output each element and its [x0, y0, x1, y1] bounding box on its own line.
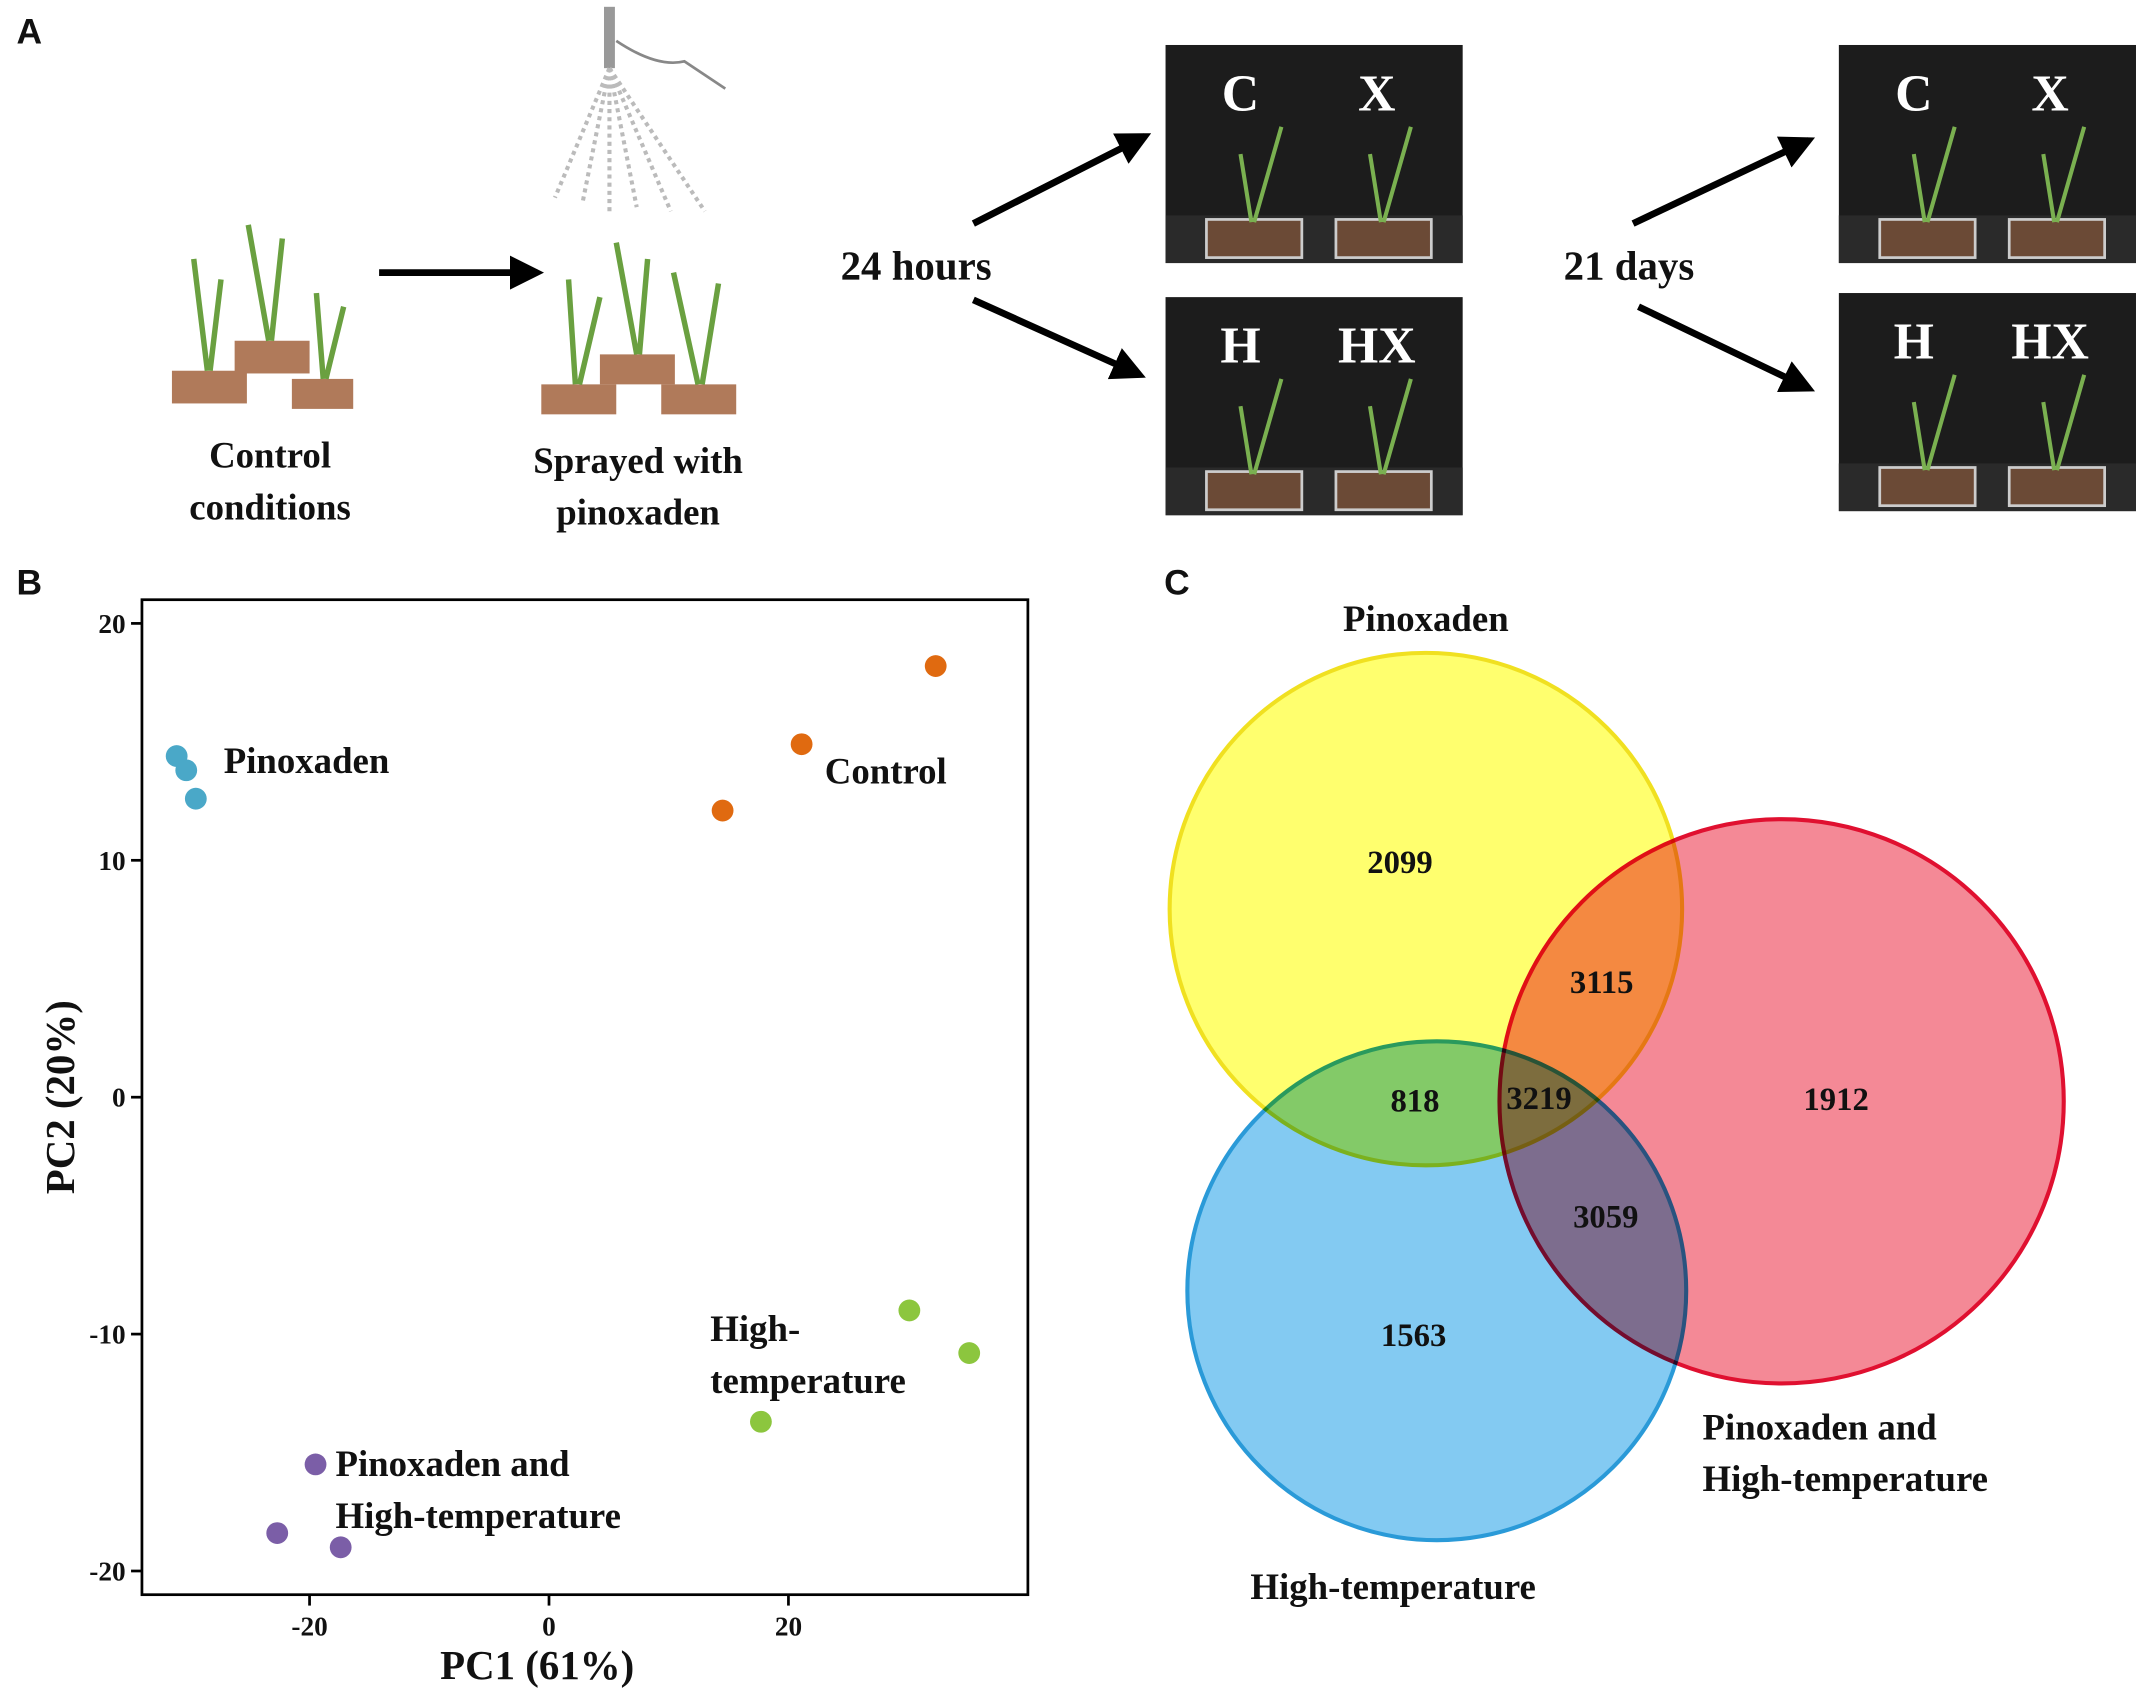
- plant: [1367, 126, 1413, 223]
- point: [304, 1453, 327, 1476]
- point: [898, 1299, 921, 1322]
- pot: [1878, 466, 1977, 508]
- photos: C X H HX C X H HX: [1165, 44, 2136, 516]
- stage-label: pinoxaden: [556, 492, 720, 533]
- region-count: 1563: [1381, 1318, 1446, 1354]
- set-label: High-temperature: [1250, 1566, 1535, 1607]
- y-tick-label: 10: [98, 846, 125, 876]
- time-label: 21 days: [1564, 243, 1695, 288]
- y-tick-label: -20: [89, 1557, 125, 1587]
- point: [266, 1522, 289, 1544]
- y-tick-label: -10: [89, 1320, 125, 1350]
- y-tick-label: 20: [98, 609, 125, 639]
- stage-label: Sprayed with: [533, 440, 743, 481]
- plant: [1911, 374, 1957, 471]
- pot: [1878, 218, 1977, 259]
- series-label: High-: [710, 1308, 800, 1349]
- point: [711, 799, 734, 822]
- set-label: Pinoxaden and: [1703, 1406, 1938, 1447]
- photo-label: C: [1222, 65, 1259, 122]
- stage-label: Control: [209, 435, 331, 476]
- series-label: temperature: [710, 1360, 905, 1401]
- region-count: 1912: [1803, 1082, 1868, 1118]
- arrows: [971, 133, 1816, 393]
- y-axis-label: PC2 (20%): [38, 1000, 83, 1194]
- plant: [2041, 374, 2087, 471]
- plant: [1238, 126, 1284, 223]
- pot: [1334, 218, 1433, 259]
- pot: [2007, 466, 2107, 508]
- photo-label: C: [1895, 65, 1932, 122]
- point: [924, 655, 947, 677]
- series-label: Pinoxaden and: [335, 1443, 570, 1484]
- x-tick-label: 20: [775, 1612, 802, 1642]
- x-axis-label: PC1 (61%): [440, 1643, 634, 1688]
- plant: [1911, 126, 1957, 223]
- scatter: -20 0 20 -20 -10 0 10 20 Pinoxaden Control High-te…: [89, 609, 981, 1642]
- set-label: Pinoxaden: [1343, 598, 1509, 639]
- region-count: 3219: [1506, 1081, 1571, 1117]
- region-count: 3115: [1570, 965, 1634, 1001]
- time-label: 24 hours: [841, 243, 992, 288]
- point: [958, 1342, 981, 1364]
- panel-label: C: [1164, 562, 1190, 602]
- plant: [1238, 378, 1284, 475]
- series-label: Control: [825, 751, 947, 792]
- region-count: 2099: [1367, 845, 1432, 881]
- series-label: Pinoxaden: [224, 740, 390, 781]
- photo-label: HX: [2011, 313, 2089, 370]
- x-tick-label: -20: [291, 1612, 327, 1642]
- plants-sprayed: [541, 6, 737, 415]
- pot: [1205, 218, 1304, 259]
- point: [790, 733, 813, 756]
- region-count: 3059: [1573, 1199, 1638, 1235]
- y-tick-label: 0: [112, 1083, 126, 1113]
- point: [184, 787, 207, 810]
- photo-label: X: [1358, 65, 1395, 122]
- stage-label: conditions: [189, 486, 351, 527]
- photo-label: H: [1894, 313, 1934, 370]
- plant: [1367, 378, 1413, 475]
- panel-label: B: [17, 562, 43, 602]
- x-tick-label: 0: [542, 1612, 556, 1642]
- photo-label: X: [2031, 65, 2068, 122]
- point: [175, 759, 198, 782]
- point: [329, 1536, 352, 1559]
- plants-control: [171, 224, 354, 409]
- region-count: 818: [1390, 1084, 1439, 1120]
- pot: [1334, 470, 1433, 512]
- plant: [2041, 126, 2087, 223]
- panel-label: A: [17, 12, 43, 52]
- set-label: High-temperature: [1703, 1458, 1988, 1499]
- pot: [1205, 470, 1304, 512]
- series-label: High-temperature: [335, 1495, 620, 1536]
- photo-label: HX: [1338, 318, 1416, 375]
- photo-label: H: [1220, 318, 1260, 375]
- point: [750, 1410, 772, 1433]
- venn: [1167, 650, 2066, 1543]
- pot: [2007, 218, 2107, 259]
